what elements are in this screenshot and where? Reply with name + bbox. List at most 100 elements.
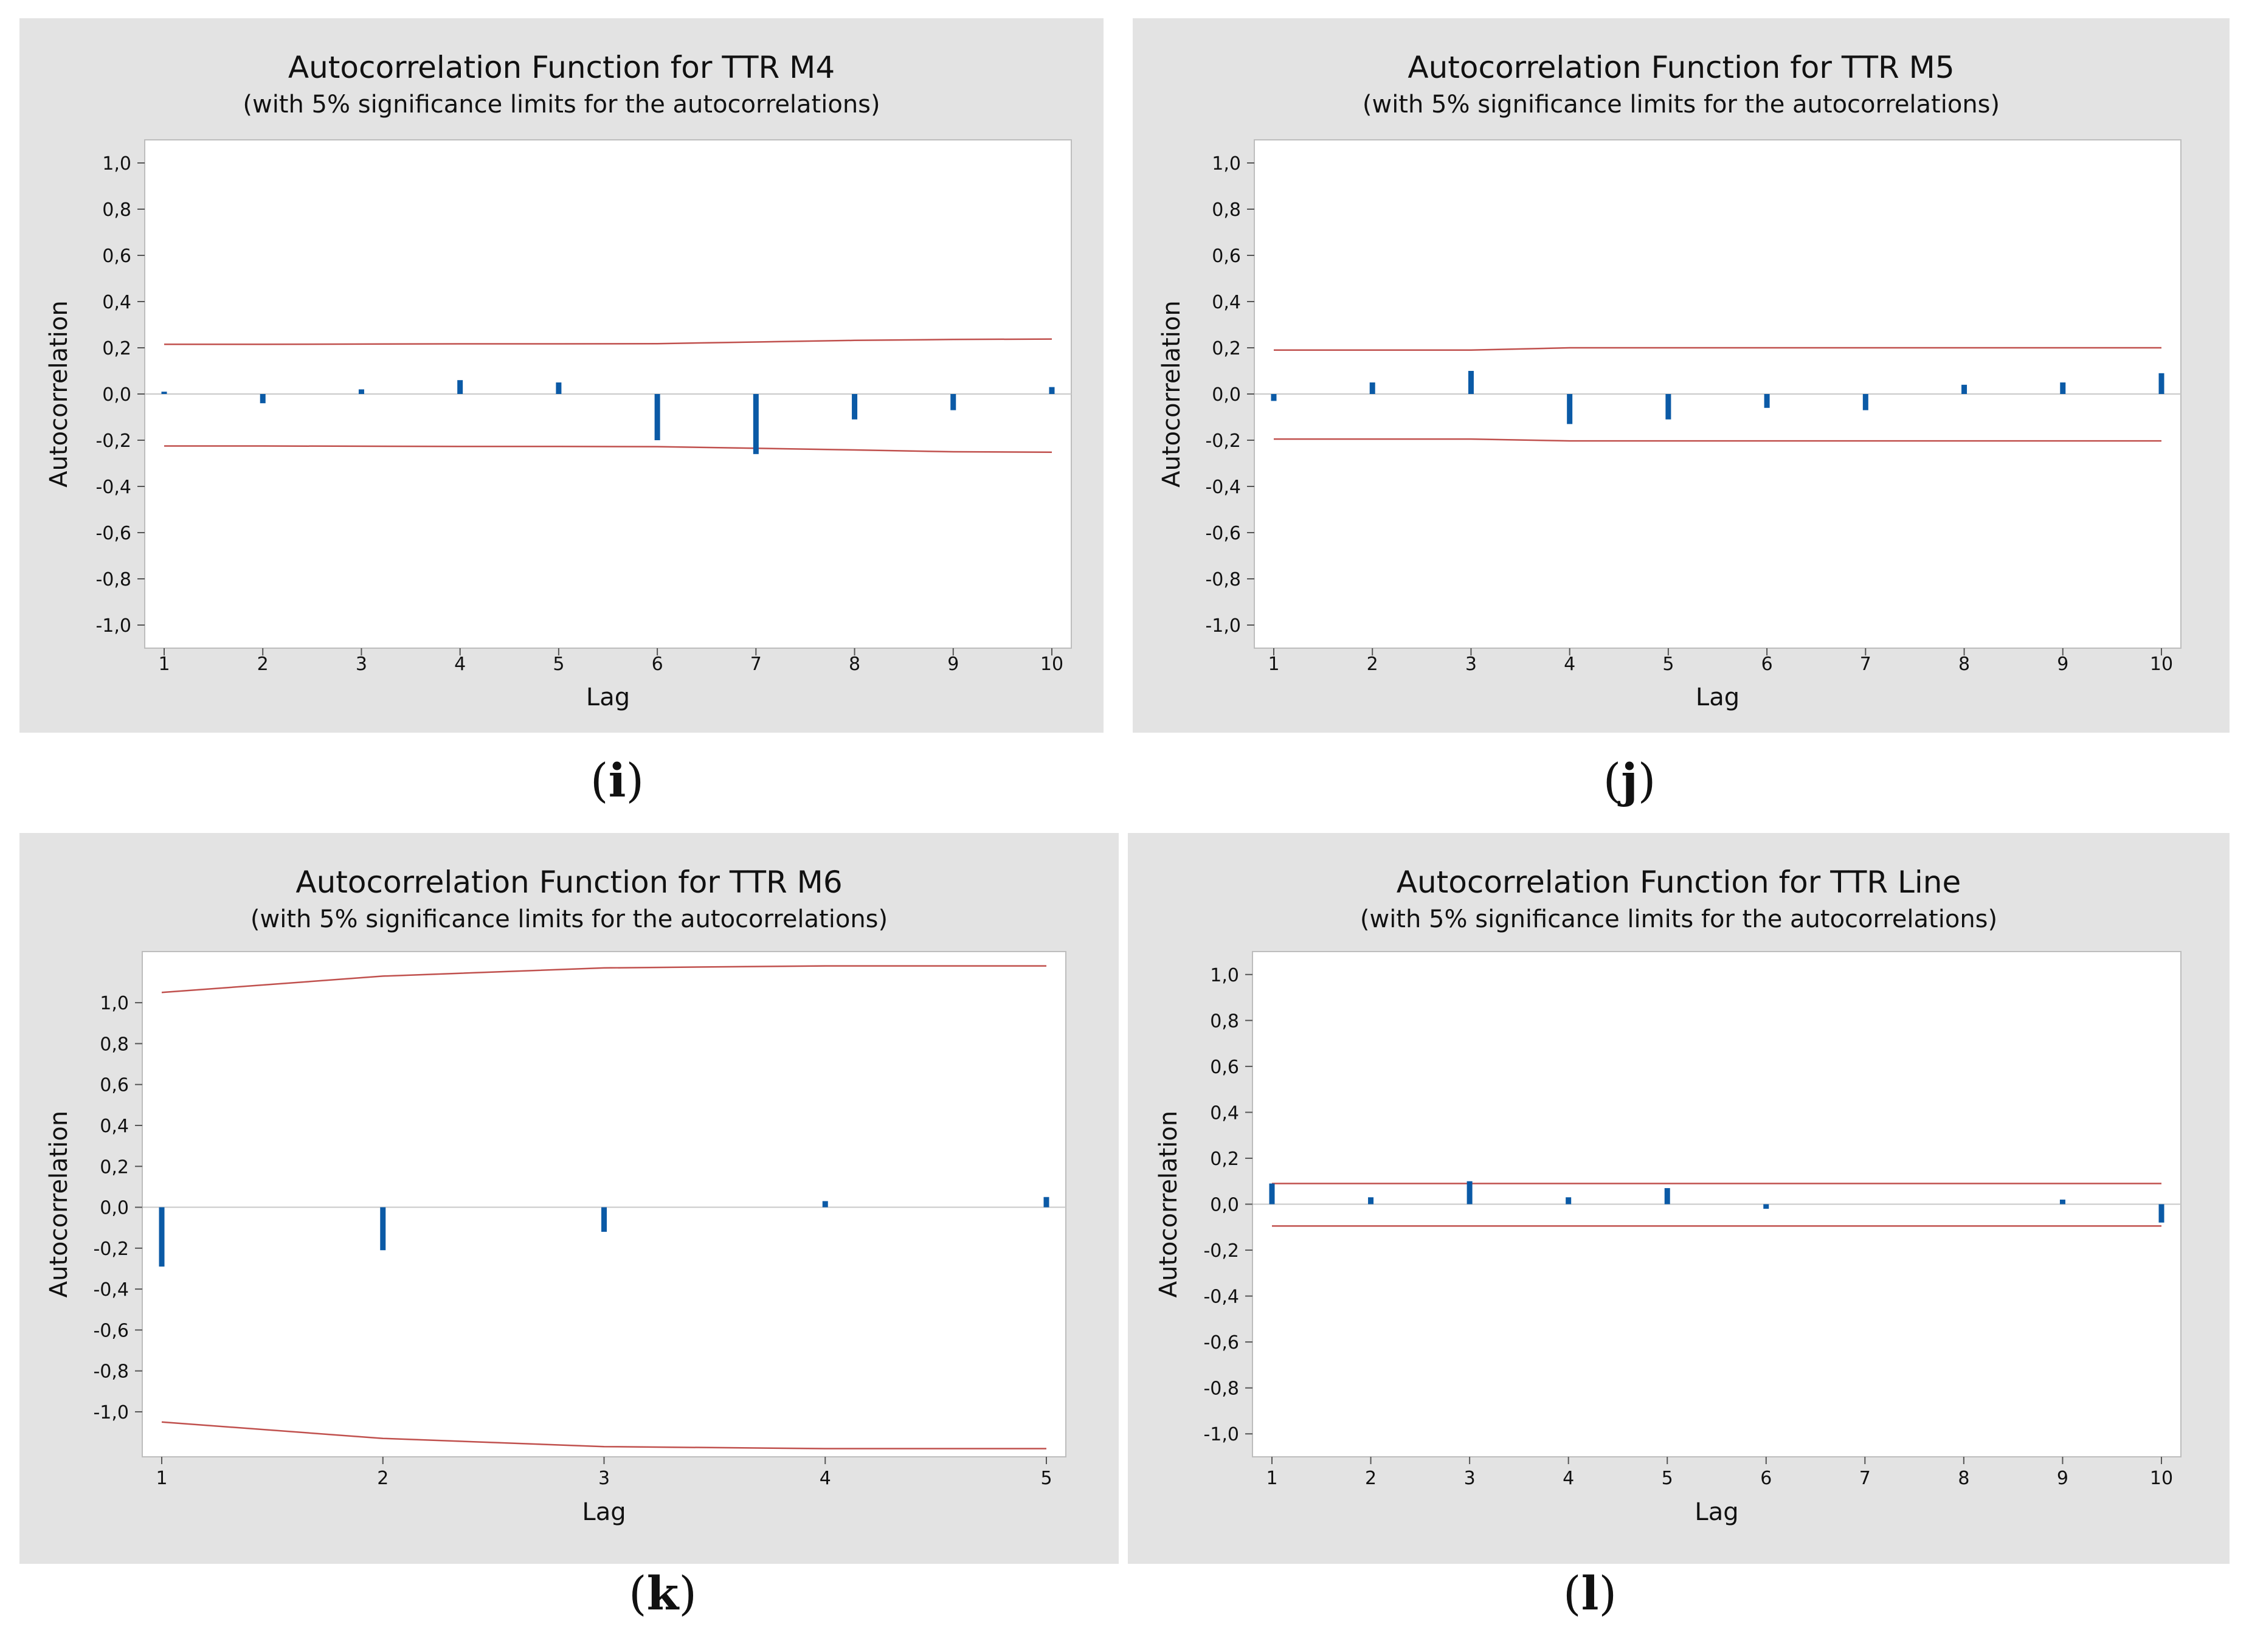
x-tick-label: 6 bbox=[652, 654, 663, 675]
lower-significance-limit bbox=[161, 1421, 1046, 1450]
y-tick-label: -0,8 bbox=[95, 569, 131, 590]
x-tick-label: 4 bbox=[1564, 654, 1575, 675]
y-tick-label: 0,6 bbox=[100, 1075, 129, 1096]
x-tick-label: 3 bbox=[356, 654, 367, 675]
x-tick-label: 1 bbox=[158, 654, 170, 675]
x-axis-label: Lag bbox=[1696, 683, 1739, 711]
x-axis-label: Lag bbox=[582, 1498, 626, 1526]
y-tick-label: -0,6 bbox=[95, 523, 131, 544]
chart-panel-j: Autocorrelation Function for TTR M5 (with… bbox=[1133, 18, 2230, 807]
x-tick-label: 6 bbox=[1761, 654, 1773, 675]
acf-bar-lag-7 bbox=[1862, 394, 1868, 410]
x-tick-label: 9 bbox=[2057, 654, 2068, 675]
y-tick-label: 0,6 bbox=[1210, 1057, 1239, 1078]
chart-title: Autocorrelation Function for TTR M6 bbox=[295, 865, 842, 900]
y-tick-label: 0,6 bbox=[102, 246, 131, 267]
acf-bar-lag-1 bbox=[161, 392, 167, 394]
chart-subtitle: (with 5% significance limits for the aut… bbox=[1360, 905, 1997, 933]
acf-bar-lag-3 bbox=[358, 389, 364, 394]
panel-caption: (k) bbox=[629, 1566, 697, 1620]
x-tick-label: 10 bbox=[1040, 654, 1063, 675]
acf-bar-lag-1 bbox=[159, 1207, 165, 1267]
x-tick-label: 4 bbox=[820, 1468, 831, 1489]
y-tick-label: -0,6 bbox=[1205, 523, 1241, 544]
y-tick-label: 0,4 bbox=[102, 292, 131, 313]
caption-open-paren: ( bbox=[1603, 753, 1622, 807]
y-tick-label: 0,4 bbox=[100, 1116, 129, 1137]
chart-subtitle: (with 5% significance limits for the aut… bbox=[1363, 91, 2000, 119]
acf-bar-lag-2 bbox=[260, 394, 266, 404]
x-axis-label: Lag bbox=[586, 683, 630, 711]
chart-panel-k: Autocorrelation Function for TTR M6 (with… bbox=[19, 833, 1119, 1620]
y-tick-label: 0,0 bbox=[1212, 384, 1241, 406]
y-tick-label: -0,6 bbox=[93, 1320, 129, 1341]
y-tick-label: -0,4 bbox=[1205, 477, 1241, 498]
y-axis-label: Autocorrelation bbox=[1158, 300, 1186, 488]
caption-letter: k bbox=[647, 1566, 680, 1620]
chart-panel-i: Autocorrelation Function for TTR M4 (with… bbox=[19, 18, 1104, 807]
y-tick-label: 0,0 bbox=[100, 1198, 129, 1219]
upper-significance-limit bbox=[1274, 347, 2161, 351]
acf-bar-lag-3 bbox=[1467, 1181, 1473, 1204]
acf-bar-lag-5 bbox=[1664, 1188, 1670, 1204]
x-tick-label: 8 bbox=[849, 654, 860, 675]
acf-bar-lag-2 bbox=[1369, 382, 1375, 394]
x-tick-label: 3 bbox=[1465, 654, 1477, 675]
x-tick-label: 10 bbox=[2150, 1468, 2173, 1489]
y-tick-label: -0,6 bbox=[1203, 1332, 1239, 1353]
acf-bar-lag-3 bbox=[601, 1207, 607, 1232]
y-axis-label: Autocorrelation bbox=[45, 1111, 73, 1298]
x-tick-label: 2 bbox=[1367, 654, 1378, 675]
acf-bar-lag-5 bbox=[1665, 394, 1671, 420]
y-tick-label: 0,8 bbox=[1212, 199, 1241, 221]
x-tick-label: 7 bbox=[1860, 654, 1871, 675]
acf-bar-lag-10 bbox=[2158, 373, 2164, 394]
y-tick-label: 0,2 bbox=[1210, 1149, 1239, 1170]
chart-title: Autocorrelation Function for TTR M5 bbox=[1408, 50, 1954, 85]
y-tick-label: -0,4 bbox=[1203, 1287, 1239, 1308]
x-tick-label: 2 bbox=[257, 654, 269, 675]
x-tick-label: 1 bbox=[1266, 1468, 1277, 1489]
acf-bar-lag-4 bbox=[1567, 394, 1573, 424]
y-tick-label: -0,2 bbox=[95, 430, 131, 452]
acf-bar-lag-6 bbox=[654, 394, 660, 440]
acf-bar-lag-2 bbox=[1368, 1197, 1374, 1204]
x-tick-label: 8 bbox=[1958, 1468, 1969, 1489]
x-axis-label: Lag bbox=[1695, 1498, 1738, 1526]
acf-bar-lag-4 bbox=[822, 1201, 828, 1208]
acf-bar-lag-3 bbox=[1468, 371, 1474, 394]
acf-bar-lag-1 bbox=[1269, 1183, 1275, 1204]
chart-subtitle: (with 5% significance limits for the aut… bbox=[250, 905, 888, 933]
y-tick-label: -0,8 bbox=[1205, 569, 1241, 590]
panel-caption: (i) bbox=[590, 753, 644, 807]
acf-bar-lag-2 bbox=[380, 1207, 386, 1251]
y-tick-label: -1,0 bbox=[1205, 615, 1241, 637]
caption-open-paren: ( bbox=[629, 1566, 647, 1620]
caption-close-paren: ) bbox=[679, 1566, 697, 1620]
panel-caption: (l) bbox=[1563, 1566, 1617, 1620]
y-tick-label: 0,4 bbox=[1210, 1102, 1239, 1124]
chart-title: Autocorrelation Function for TTR M4 bbox=[288, 50, 835, 85]
acf-bar-lag-10 bbox=[2158, 1204, 2164, 1223]
x-tick-label: 4 bbox=[454, 654, 466, 675]
caption-close-paren: ) bbox=[1598, 1566, 1617, 1620]
acf-bar-lag-9 bbox=[2060, 382, 2066, 394]
acf-bar-lag-8 bbox=[1961, 384, 1967, 394]
y-tick-label: -0,8 bbox=[93, 1361, 129, 1383]
y-axis-label: Autocorrelation bbox=[45, 300, 73, 488]
x-tick-label: 4 bbox=[1563, 1468, 1574, 1489]
acf-bar-lag-5 bbox=[556, 382, 562, 394]
plot-area bbox=[142, 951, 1066, 1457]
acf-bar-lag-5 bbox=[1043, 1197, 1049, 1208]
upper-significance-limit bbox=[164, 338, 1052, 345]
chart-title: Autocorrelation Function for TTR Line bbox=[1397, 865, 1961, 900]
acf-bar-lag-10 bbox=[1049, 387, 1055, 394]
acf-bar-lag-9 bbox=[950, 394, 956, 410]
caption-open-paren: ( bbox=[1563, 1566, 1581, 1620]
x-tick-label: 6 bbox=[1760, 1468, 1772, 1489]
x-tick-label: 10 bbox=[2150, 654, 2173, 675]
y-tick-label: 0,2 bbox=[100, 1156, 129, 1178]
y-tick-label: 0,6 bbox=[1212, 246, 1241, 267]
y-tick-label: 0,2 bbox=[102, 338, 131, 359]
chart-panel-l: Autocorrelation Function for TTR Line (wi… bbox=[1128, 833, 2230, 1620]
